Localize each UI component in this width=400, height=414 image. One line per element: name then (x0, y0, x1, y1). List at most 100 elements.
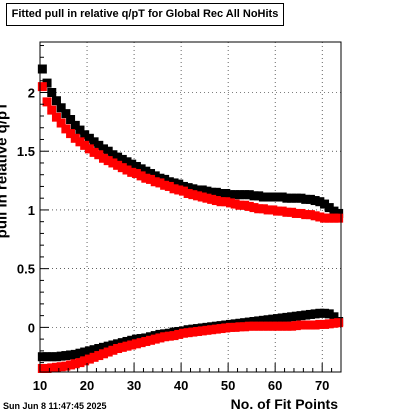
red-marker (98, 349, 108, 359)
red-marker (249, 321, 259, 331)
black-marker (117, 154, 127, 164)
red-marker (230, 322, 240, 332)
black-marker (164, 177, 174, 187)
red-marker (108, 158, 118, 168)
red-marker (216, 324, 226, 334)
red-marker (211, 196, 221, 206)
red-marker (178, 328, 188, 338)
black-marker (42, 78, 52, 88)
red-marker (315, 212, 325, 222)
red-marker (155, 178, 165, 188)
red-marker (277, 206, 287, 216)
black-marker (84, 133, 94, 143)
black-marker (150, 171, 160, 181)
red-marker (254, 204, 264, 214)
black-marker (98, 342, 108, 352)
red-marker (244, 321, 254, 331)
black-marker (66, 350, 76, 360)
red-marker (113, 160, 123, 170)
black-marker (174, 179, 184, 189)
red-marker (37, 82, 47, 92)
red-marker (207, 325, 217, 335)
red-marker (211, 324, 221, 334)
red-marker (324, 213, 334, 223)
black-marker (240, 190, 250, 200)
red-marker (174, 185, 184, 195)
red-marker (89, 352, 99, 362)
red-marker (70, 133, 80, 143)
black-marker (263, 192, 273, 202)
chart-title: Fitted pull in relative q/pT for Global … (6, 3, 284, 26)
x-axis-label: No. of Fit Points (230, 396, 338, 412)
black-marker (287, 193, 297, 203)
black-marker (61, 109, 71, 119)
red-marker (273, 206, 283, 216)
red-marker (296, 208, 306, 218)
black-marker (207, 187, 217, 197)
black-marker (94, 140, 104, 150)
x-tick-label: 10 (33, 378, 47, 393)
red-marker (103, 347, 113, 357)
red-marker (160, 332, 170, 342)
red-marker (287, 207, 297, 217)
red-marker (84, 354, 94, 364)
red-marker (80, 140, 90, 150)
x-axis-ticks: 10 20 30 40 50 60 70 (33, 363, 342, 393)
black-marker (291, 311, 301, 321)
black-marker (310, 196, 320, 206)
black-marker (329, 206, 339, 216)
red-marker (225, 322, 235, 332)
black-marker (291, 193, 301, 203)
red-marker (70, 359, 80, 369)
black-marker (146, 169, 156, 179)
red-marker (240, 200, 250, 210)
red-marker (61, 361, 71, 371)
red-marker (282, 321, 292, 331)
black-marker (282, 193, 292, 203)
y-axis-ticks: 0 0.5 1 1.5 2 (17, 45, 49, 364)
red-marker (136, 338, 146, 348)
black-marker (70, 349, 80, 359)
red-marker (42, 97, 52, 107)
black-marker (131, 334, 141, 344)
red-marker (310, 211, 320, 221)
red-marker (169, 331, 179, 341)
black-marker (66, 115, 76, 125)
red-marker (277, 321, 287, 331)
black-marker (89, 137, 99, 147)
red-marker (169, 184, 179, 194)
black-marker (103, 146, 113, 156)
red-marker (334, 213, 344, 223)
red-marker (56, 118, 66, 128)
red-marker (80, 356, 90, 366)
red-marker (268, 321, 278, 331)
red-marker (301, 210, 311, 220)
red-marker (305, 320, 315, 330)
red-marker (98, 153, 108, 163)
black-marker (61, 351, 71, 361)
red-marker (160, 180, 170, 190)
red-marker (141, 336, 151, 346)
red-marker (84, 144, 94, 154)
red-marker (273, 321, 283, 331)
red-marker (258, 204, 268, 214)
x-tick-label: 40 (174, 378, 188, 393)
black-marker (324, 309, 334, 319)
black-marker (230, 190, 240, 200)
red-marker (75, 358, 85, 368)
black-marker (98, 144, 108, 154)
black-marker (160, 174, 170, 184)
black-marker (202, 186, 212, 196)
red-marker (127, 167, 137, 177)
black-marker (258, 192, 268, 202)
black-marker (334, 208, 344, 218)
black-marker (178, 181, 188, 191)
x-tick-label: 70 (315, 378, 329, 393)
x-tick-label: 50 (221, 378, 235, 393)
red-marker (315, 319, 325, 329)
red-marker (244, 201, 254, 211)
red-marker (94, 150, 104, 160)
red-marker (225, 198, 235, 208)
black-marker (103, 341, 113, 351)
black-marker (188, 184, 198, 194)
